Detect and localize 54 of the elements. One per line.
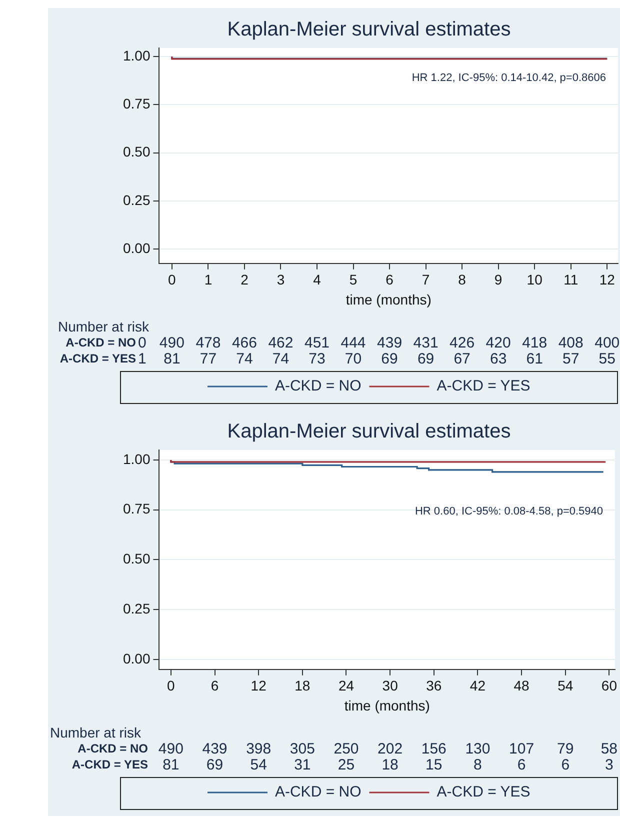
x-tick-label: 12	[250, 678, 267, 694]
text: 1 81 77 74 74 73 70 69 69 67 63 61 57 55	[138, 350, 616, 368]
legend-label: A-CKD = YES	[436, 784, 530, 801]
x-tick-label: 10	[526, 272, 543, 288]
x-tick-label: 3	[276, 272, 285, 288]
legend-label: A-CKD = NO	[274, 378, 362, 395]
chart-title: Kaplan-Meier survival estimates	[227, 18, 511, 41]
y-tick-label: 0.75	[123, 500, 150, 517]
x-axis-title: time (months)	[344, 697, 430, 714]
text: Number at risk	[50, 724, 142, 740]
x-tick-label: 30	[382, 678, 398, 694]
annotation: HR 1.22, IC-95%: 0.14-10.42, p=0.8606	[412, 72, 606, 84]
x-tick-label: 24	[338, 678, 354, 694]
x-tick-label: 4	[313, 272, 322, 288]
x-tick-label: 5	[349, 272, 358, 288]
y-tick-label: 0.25	[123, 600, 150, 616]
x-tick-label: 0	[168, 272, 176, 288]
legend-label: A-CKD = NO	[274, 784, 362, 801]
y-tick-label: 0.50	[123, 144, 150, 160]
text: A-CKD = NO	[78, 742, 148, 756]
y-tick-label: 0.75	[123, 96, 150, 112]
y-tick-label: 1.00	[123, 450, 150, 467]
x-tick-label: 54	[558, 678, 574, 694]
x-tick-label: 18	[294, 678, 310, 694]
y-tick-label: 0.00	[123, 240, 150, 256]
text: 81 69 54 31 25 18 15 8 6 6 3	[162, 756, 614, 774]
y-tick-label: 0.00	[123, 650, 150, 666]
text: A-CKD = NO	[66, 336, 136, 350]
x-tick-label: 6	[386, 272, 394, 288]
x-tick-label: 11	[564, 272, 578, 288]
x-tick-label: 2	[240, 272, 249, 288]
y-tick-label: 0.50	[123, 550, 150, 567]
y-tick-label: 0.25	[123, 192, 150, 208]
text: A-CKD = YES	[60, 352, 136, 366]
x-tick-label: 36	[426, 678, 442, 694]
x-tick-label: 8	[458, 272, 466, 288]
x-tick-label: 42	[470, 678, 486, 694]
text: 0 490 478 466 462 451 444 439 431 426 420 418 408 400	[138, 334, 620, 352]
chart-title: Kaplan-Meier survival estimates	[227, 420, 511, 443]
x-tick-label: 9	[494, 272, 502, 288]
x-tick-label: 12	[599, 272, 616, 288]
text: A-CKD = YES	[72, 758, 148, 772]
annotation: HR 0.60, IC-95%: 0.08-4.58, p=0.5940	[414, 505, 604, 518]
x-tick-label: 48	[514, 678, 530, 694]
x-tick-label: 0	[167, 678, 176, 694]
x-tick-label: 1	[204, 272, 212, 288]
text: Number at risk	[58, 318, 150, 334]
x-tick-label: 6	[210, 678, 219, 694]
y-tick-label: 1.00	[123, 48, 150, 64]
text: 490 439 398 305 250 202 156 130 107 79 58	[158, 740, 618, 758]
x-tick-label: 7	[422, 272, 430, 288]
x-tick-label: 60	[601, 678, 618, 694]
x-axis-title: time (months)	[346, 291, 432, 308]
legend-label: A-CKD = YES	[436, 378, 530, 395]
